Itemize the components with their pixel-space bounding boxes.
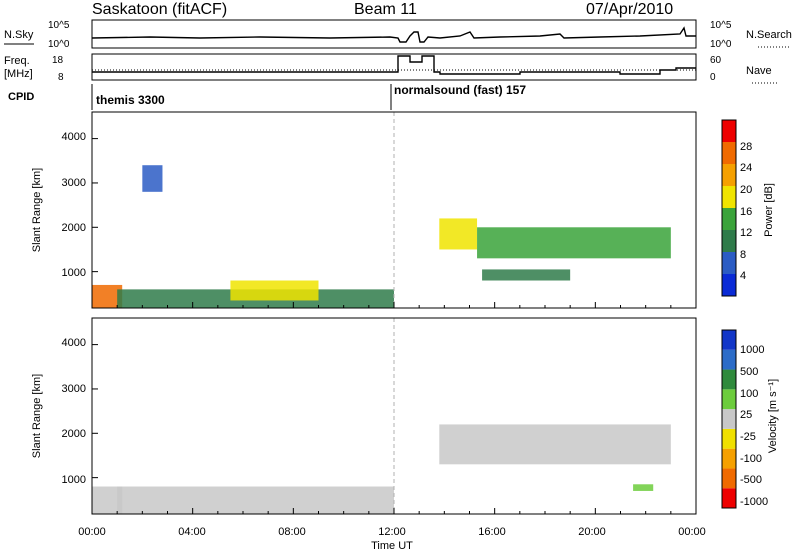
nave-tick-bottom: 0	[710, 72, 716, 83]
velocity-ytick-1000: 1000	[62, 474, 86, 486]
nsky-strip-frame	[91, 19, 697, 49]
colorbar-frame	[721, 119, 737, 297]
power-cbar-tick-20: 20	[740, 184, 752, 196]
colorbar-segment-0	[722, 488, 736, 508]
power-ytick-3000: 3000	[62, 177, 86, 189]
power-cbar-tick-16: 16	[740, 206, 752, 218]
velocity-ytick-4000: 4000	[62, 337, 86, 349]
nsky-tick-bottom: 10^0	[48, 39, 70, 50]
power-ytick-4000: 4000	[62, 131, 86, 143]
velocity-cbar-tick-neg100: -100	[740, 453, 762, 465]
freq-trace	[92, 55, 696, 75]
data-region-4	[439, 218, 478, 250]
colorbar-segment-5	[722, 164, 736, 186]
nsky-label: N.Sky	[4, 29, 34, 41]
cpid-program-1: normalsound (fast) 157	[394, 83, 526, 97]
velocity-cbar-tick-25: 25	[740, 409, 752, 421]
freq-label-1: Freq.	[4, 55, 30, 67]
data-region-3	[633, 484, 654, 491]
freq-label-2: [MHz]	[4, 68, 33, 80]
nsearch-tick-bottom: 10^0	[710, 39, 732, 50]
colorbar-segment-2	[722, 230, 736, 252]
velocity-ytick-3000: 3000	[62, 383, 86, 395]
colorbar-segment-8	[722, 330, 736, 350]
nsky-trace	[91, 26, 696, 43]
data-region-0	[92, 284, 123, 308]
power-cbar-tick-8: 8	[740, 249, 746, 261]
colorbar-frame	[721, 329, 737, 509]
velocity-ytick-2000: 2000	[62, 428, 86, 440]
velocity-cbar-tick-neg25: -25	[740, 431, 756, 443]
data-region-1	[117, 486, 395, 514]
data-region-5	[477, 227, 671, 259]
power-ylabel: Slant Range [km]	[31, 168, 43, 252]
velocity-cbar-tick-500: 500	[740, 366, 758, 378]
power-colorbar	[721, 119, 737, 297]
xtick-20: 20:00	[578, 526, 606, 538]
beam-title: Beam 11	[354, 1, 417, 18]
freq-tick-top: 18	[52, 55, 64, 66]
xtick-24: 00:00	[678, 526, 706, 538]
power-cbar-tick-4: 4	[740, 270, 746, 282]
nsearch-label: N.Search	[746, 29, 792, 41]
xtick-12: 12:00	[378, 526, 406, 538]
cpid-label: CPID	[8, 91, 34, 103]
colorbar-segment-6	[722, 142, 736, 164]
data-region-6	[482, 269, 571, 281]
cpid-program-0: themis 3300	[96, 93, 165, 107]
velocity-panel	[91, 318, 697, 514]
colorbar-segment-1	[722, 252, 736, 274]
power-colorbar-label: Power [dB]	[763, 183, 775, 237]
nave-tick-top: 60	[710, 55, 722, 66]
xtick-04: 04:00	[178, 526, 206, 538]
colorbar-segment-1	[722, 468, 736, 489]
colorbar-segment-7	[722, 120, 736, 142]
power-panel	[91, 112, 697, 308]
colorbar-segment-3	[722, 428, 736, 449]
velocity-colorbar	[721, 329, 737, 509]
colorbar-segment-5	[722, 389, 736, 410]
power-cbar-tick-28: 28	[740, 141, 752, 153]
colorbar-segment-7	[722, 349, 736, 370]
xtick-16: 16:00	[478, 526, 506, 538]
power-ytick-1000: 1000	[62, 267, 86, 279]
nsky-tick-top: 10^5	[48, 20, 70, 31]
colorbar-segment-6	[722, 369, 736, 390]
freq-strip-frame	[91, 53, 697, 81]
velocity-cbar-tick-neg500: -500	[740, 474, 762, 486]
data-region-2	[439, 424, 671, 465]
power-panel-frame	[91, 111, 697, 309]
colorbar-segment-0	[722, 274, 736, 296]
velocity-cbar-tick-1000: 1000	[740, 344, 764, 356]
colorbar-segment-4	[722, 186, 736, 208]
nsearch-tick-top: 10^5	[710, 20, 732, 31]
colorbar-segment-3	[722, 208, 736, 230]
velocity-ylabel: Slant Range [km]	[31, 374, 43, 458]
velocity-cbar-tick-100: 100	[740, 388, 758, 400]
velocity-panel-frame	[91, 317, 697, 515]
xtick-08: 08:00	[278, 526, 306, 538]
date-title: 07/Apr/2010	[586, 1, 673, 18]
colorbar-segment-4	[722, 409, 736, 429]
power-cbar-tick-12: 12	[740, 227, 752, 239]
power-ytick-2000: 2000	[62, 222, 86, 234]
power-cbar-tick-24: 24	[740, 162, 752, 174]
station-title: Saskatoon (fitACF)	[92, 1, 227, 18]
data-region-3	[230, 280, 319, 301]
velocity-colorbar-label: Velocity [m s⁻¹]	[767, 379, 779, 453]
xtick-00: 00:00	[78, 526, 106, 538]
velocity-cbar-tick-neg1000: -1000	[740, 496, 768, 508]
colorbar-segment-2	[722, 448, 736, 469]
nave-label: Nave	[746, 65, 772, 77]
freq-tick-bottom: 8	[58, 72, 64, 83]
xaxis-label: Time UT	[371, 540, 413, 552]
data-region-2	[142, 165, 163, 192]
